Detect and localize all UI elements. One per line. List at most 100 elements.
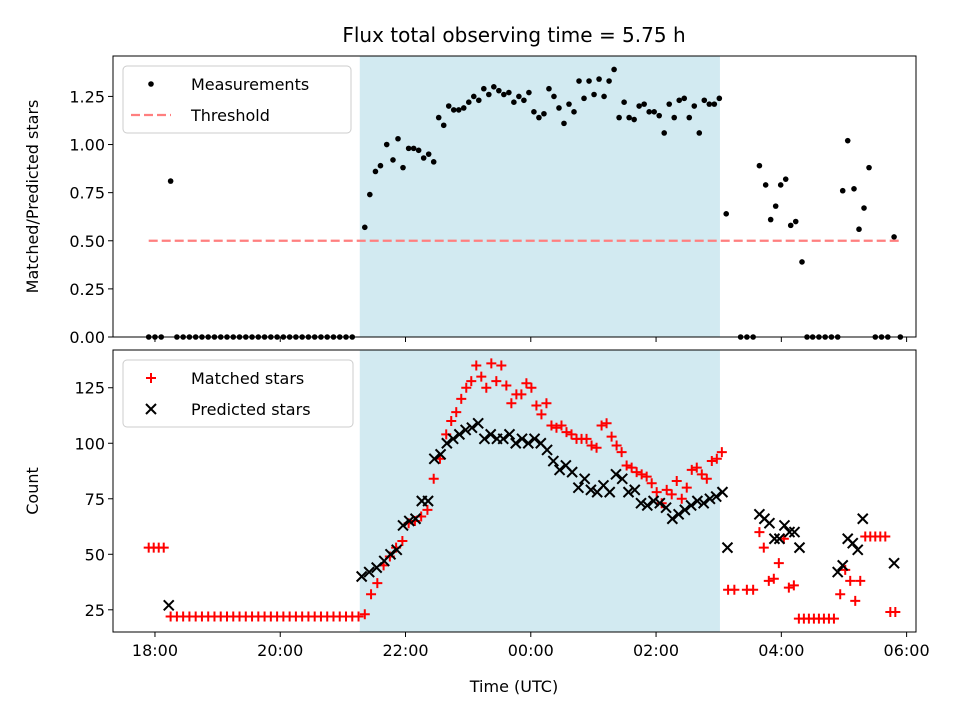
x-tick-label: 18:00 xyxy=(132,641,178,660)
matched-stars-point xyxy=(783,582,794,593)
predicted-stars-point xyxy=(528,433,541,445)
matched-stars-point xyxy=(461,382,472,393)
measurements-point xyxy=(792,218,799,225)
matched-stars-point xyxy=(536,409,547,420)
matched-stars-point xyxy=(611,440,622,451)
y-tick-label: 0.25 xyxy=(69,280,105,299)
matched-stars-point xyxy=(706,456,717,467)
measurements-point xyxy=(377,162,384,169)
predicted-stars-point xyxy=(397,519,409,532)
measurements-point xyxy=(701,97,708,104)
predicted-stars-point xyxy=(428,453,441,465)
measurements-point xyxy=(651,109,657,115)
bottom-panel-frame xyxy=(112,349,917,633)
matched-stars-point xyxy=(606,431,617,442)
y-tick-label: 50 xyxy=(85,545,105,564)
measurements-point xyxy=(516,93,522,100)
measurements-point xyxy=(616,114,622,121)
matched-stars-point xyxy=(696,469,707,480)
matched-stars-point xyxy=(422,504,433,515)
y-tick-label: 25 xyxy=(85,601,105,620)
measurements-point xyxy=(656,112,662,119)
matched-stars-point xyxy=(596,420,607,431)
predicted-stars-point xyxy=(516,433,528,445)
predicted-stars-point xyxy=(763,517,776,529)
measurements-point xyxy=(676,97,683,104)
measurements-point xyxy=(556,105,562,111)
predicted-stars-point xyxy=(459,424,472,436)
matched-stars-point xyxy=(486,358,497,369)
predicted-stars-point xyxy=(478,433,491,445)
x-tick-label: 04:00 xyxy=(758,641,804,660)
bottom-panel-ylabel: Count xyxy=(23,467,42,515)
legend-label: Matched stars xyxy=(191,369,304,388)
matched-stars-point xyxy=(353,611,364,622)
matched-stars-point xyxy=(691,462,702,473)
measurements-point xyxy=(767,216,774,223)
predicted-stars-point xyxy=(578,473,591,485)
predicted-stars-point xyxy=(773,533,786,545)
predicted-stars-point xyxy=(788,526,801,538)
predicted-stars-point xyxy=(447,433,459,445)
measurements-point xyxy=(367,191,373,198)
matched-stars-point xyxy=(636,469,647,480)
matched-stars-point xyxy=(491,376,502,387)
predicted-stars-point xyxy=(660,501,672,514)
matched-stars-point xyxy=(768,573,779,584)
predicted-stars-point xyxy=(441,437,453,449)
measurements-point xyxy=(641,101,647,107)
y-tick-label: 1.00 xyxy=(69,136,105,155)
y-tick-label: 100 xyxy=(74,434,105,453)
matched-stars-point xyxy=(748,584,759,595)
matched-stars-point xyxy=(651,487,662,498)
measurements-point xyxy=(839,187,846,194)
y-tick-label: 0.50 xyxy=(69,232,105,251)
measurements-point xyxy=(591,91,597,98)
bottom-panel-highlight xyxy=(359,350,720,632)
top-legend: Measurements Threshold xyxy=(122,65,352,134)
y-tick-label: 125 xyxy=(74,379,105,398)
x-tick-label: 02:00 xyxy=(633,641,679,660)
measurements-point xyxy=(596,76,602,82)
measurements-point xyxy=(787,222,794,229)
measurements-point xyxy=(470,93,477,100)
predicted-stars-point xyxy=(355,570,368,583)
bottom-panel: 25 50 75 100 125 18:00 20:00 22:00 00:00 02:00 04… xyxy=(23,349,930,660)
measurements-point xyxy=(636,103,642,109)
matched-stars-point xyxy=(561,427,572,438)
measurements-point xyxy=(671,114,678,121)
matched-stars-point xyxy=(686,464,697,475)
measurements-point xyxy=(723,211,730,217)
predicted-stars-point xyxy=(163,599,175,612)
measurements-point xyxy=(546,85,552,92)
y-tick-label: 75 xyxy=(85,490,105,509)
measurements-point xyxy=(646,109,652,115)
measurements-point xyxy=(526,89,532,96)
measurements-point xyxy=(420,155,427,161)
matched-stars-point xyxy=(366,589,377,600)
matched-stars-point xyxy=(880,531,891,542)
top-panel-ylabel: Matched/Predicted stars xyxy=(23,100,42,294)
predicted-stars-point xyxy=(691,495,704,507)
measurements-point xyxy=(716,95,723,102)
predicted-stars-point xyxy=(704,493,716,505)
matched-stars-point xyxy=(850,595,861,606)
measurements-point xyxy=(167,178,174,184)
matched-stars-point xyxy=(729,584,740,595)
predicted-stars-point xyxy=(629,484,641,496)
chart-title: Flux total observing time = 5.75 h xyxy=(342,23,685,47)
predicted-stars-point xyxy=(697,497,710,509)
measurements-point xyxy=(460,105,467,111)
predicted-stars-point xyxy=(783,526,796,538)
measurements-point xyxy=(465,99,472,105)
matched-stars-point xyxy=(671,476,682,487)
matched-stars-point xyxy=(526,382,537,393)
y-tick-label: 1.25 xyxy=(69,87,105,106)
matched-stars-point xyxy=(471,360,482,371)
matched-stars-point xyxy=(551,422,562,433)
measurements-point xyxy=(491,83,497,90)
measurements-point xyxy=(844,137,851,144)
predicted-stars-point xyxy=(484,428,497,441)
measurements-point xyxy=(782,176,789,182)
legend-marker xyxy=(146,373,156,383)
